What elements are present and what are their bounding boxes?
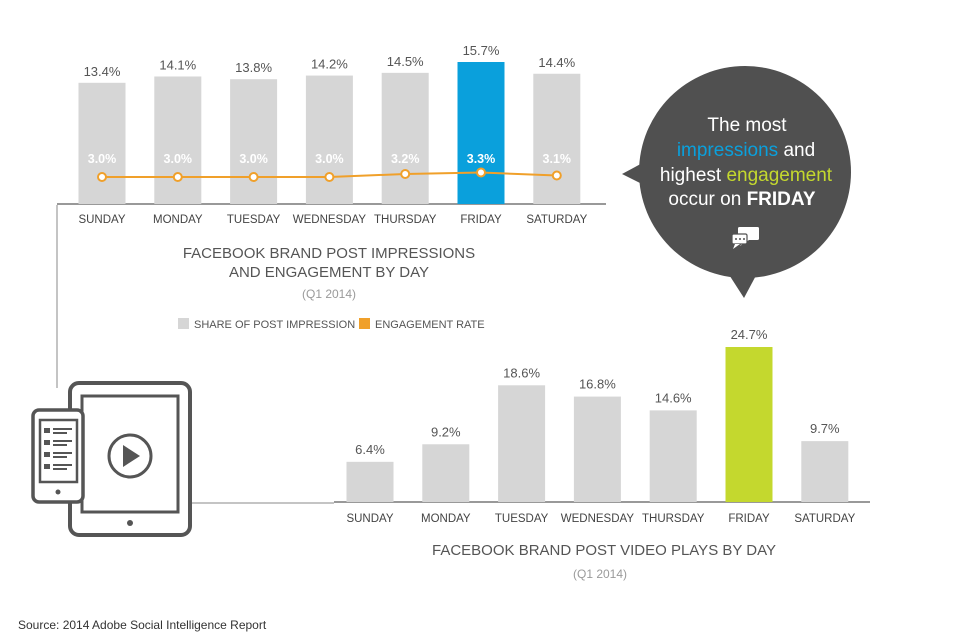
impressions-value-label-tuesday: 13.8%: [235, 60, 272, 75]
video-plays-bar-thursday: [649, 410, 697, 502]
impressions-title-line1: FACEBOOK BRAND POST IMPRESSIONS: [183, 245, 475, 262]
video-plays-category-label-saturday: SATURDAY: [794, 513, 855, 525]
impressions-value-label-sunday: 13.4%: [84, 64, 121, 79]
engagement-value-label-monday: 3.0%: [164, 152, 193, 166]
impressions-title-line2: AND ENGAGEMENT BY DAY: [229, 264, 429, 281]
video-plays-value-label-thursday: 14.6%: [655, 390, 692, 405]
callout-impressions-word: impressions: [677, 140, 778, 161]
video-plays-value-label-tuesday: 18.6%: [503, 365, 540, 380]
engagement-value-label-friday: 3.3%: [467, 152, 496, 166]
callout-circle: [639, 66, 851, 278]
impressions-bar-friday: [457, 62, 505, 204]
impressions-subtitle: (Q1 2014): [302, 287, 356, 301]
callout-line1: The most: [707, 115, 787, 136]
impressions-bar-monday: [154, 76, 202, 204]
video-plays-value-label-wednesday: 16.8%: [579, 377, 616, 392]
impressions-chart: 13.4% SUNDAY 14.1% MONDAY 13.8% TUESDAY 14.2% W…: [57, 43, 606, 226]
engagement-value-label-saturday: 3.1%: [543, 152, 572, 166]
impressions-value-label-friday: 15.7%: [463, 43, 500, 58]
video-plays-value-label-friday: 24.7%: [731, 327, 768, 342]
engagement-point-tuesday: [248, 172, 259, 182]
impressions-value-label-thursday: 14.5%: [387, 54, 424, 69]
impressions-category-label-thursday: THURSDAY: [374, 214, 437, 226]
legend-label-engagement: ENGAGEMENT RATE: [375, 319, 485, 331]
video-plays-bar-wednesday: [573, 396, 621, 502]
video-plays-title: FACEBOOK BRAND POST VIDEO PLAYS BY DAY (…: [432, 542, 776, 581]
callout-engagement-word: engagement: [726, 165, 832, 186]
engagement-value-label-tuesday: 3.0%: [239, 152, 268, 166]
video-plays-value-label-saturday: 9.7%: [810, 421, 840, 436]
impressions-category-label-saturday: SATURDAY: [526, 214, 587, 226]
impressions-category-label-sunday: SUNDAY: [78, 214, 125, 226]
video-plays-value-label-sunday: 6.4%: [355, 442, 385, 457]
legend-swatch-impressions: [178, 318, 189, 329]
callout-line3-pre: highest: [660, 165, 727, 186]
video-plays-category-label-sunday: SUNDAY: [346, 513, 393, 525]
legend-swatch-engagement: [359, 318, 370, 329]
engagement-point-sunday: [97, 172, 107, 182]
video-plays-bar-tuesday: [498, 385, 546, 502]
source-note: Source: 2014 Adobe Social Intelligence R…: [18, 618, 267, 632]
video-plays-value-label-monday: 9.2%: [431, 424, 461, 439]
engagement-value-label-thursday: 3.2%: [391, 152, 420, 166]
impressions-value-label-saturday: 14.4%: [538, 55, 575, 70]
callout-friday-word: FRIDAY: [747, 189, 816, 210]
impressions-legend: SHARE OF POST IMPRESSION ENGAGEMENT RATE: [178, 318, 485, 331]
video-plays-category-label-wednesday: WEDNESDAY: [561, 513, 635, 525]
engagement-point-wednesday: [324, 172, 335, 182]
engagement-value-label-wednesday: 3.0%: [315, 152, 344, 166]
engagement-value-label-sunday: 3.0%: [88, 152, 117, 166]
callout-bubble: The most impressions and highest engagem…: [622, 66, 851, 298]
impressions-category-label-wednesday: WEDNESDAY: [293, 214, 367, 226]
video-plays-bar-friday: [725, 347, 773, 502]
video-plays-subtitle: (Q1 2014): [573, 567, 627, 581]
impressions-bar-thursday: [381, 72, 429, 204]
impressions-bar-wednesday: [305, 75, 353, 204]
impressions-category-label-friday: FRIDAY: [460, 214, 502, 226]
impressions-value-label-monday: 14.1%: [159, 57, 196, 72]
impressions-bar-tuesday: [230, 79, 278, 204]
impressions-bar-sunday: [78, 82, 126, 204]
legend-label-impressions: SHARE OF POST IMPRESSION: [194, 319, 355, 331]
video-plays-bar-sunday: [346, 461, 394, 502]
video-plays-bar-saturday: [801, 441, 849, 502]
callout-line4: occur on FRIDAY: [668, 189, 815, 210]
callout-line3: highest engagement: [660, 165, 833, 186]
callout-line4-pre: occur on: [668, 189, 746, 210]
phone-icon: [31, 408, 85, 504]
impressions-title: FACEBOOK BRAND POST IMPRESSIONS AND ENGA…: [183, 245, 475, 301]
video-plays-chart: 6.4% SUNDAY 9.2% MONDAY 18.6% TUESDAY 16.8% WED…: [334, 327, 870, 525]
video-plays-category-label-thursday: THURSDAY: [642, 513, 705, 525]
video-plays-category-label-friday: FRIDAY: [728, 513, 770, 525]
impressions-value-label-wednesday: 14.2%: [311, 57, 348, 72]
callout-line2: impressions and: [677, 140, 815, 161]
engagement-point-thursday: [400, 169, 411, 179]
impressions-category-label-tuesday: TUESDAY: [227, 214, 281, 226]
engagement-point-saturday: [551, 170, 562, 181]
engagement-point-friday: [476, 167, 486, 178]
callout-line2-rest: and: [778, 140, 815, 161]
engagement-point-monday: [172, 172, 183, 182]
video-plays-category-label-tuesday: TUESDAY: [495, 513, 549, 525]
video-plays-bar-monday: [422, 444, 470, 502]
video-plays-category-label-monday: MONDAY: [421, 513, 471, 525]
impressions-bar-saturday: [533, 73, 581, 204]
video-plays-title-text: FACEBOOK BRAND POST VIDEO PLAYS BY DAY: [432, 542, 776, 559]
chat-bubbles-icon: [731, 227, 759, 249]
play-icon: [107, 433, 153, 479]
impressions-category-label-monday: MONDAY: [153, 214, 203, 226]
